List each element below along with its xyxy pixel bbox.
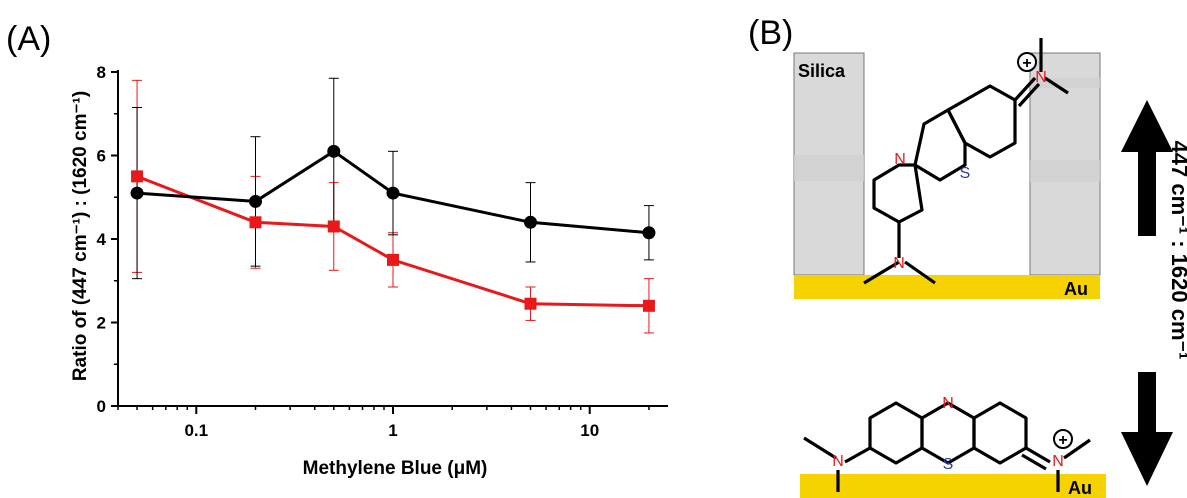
x-axis-title: Methylene Blue (μM) (303, 458, 488, 479)
charge-plus-flat: + (1058, 432, 1067, 449)
flat-bond-iminium-1 (1025, 446, 1051, 464)
flat-bond-methyl-3 (1063, 438, 1091, 460)
flat-bond-amine (844, 446, 871, 464)
data-point (327, 220, 340, 233)
series-lines (136, 149, 650, 308)
data-point (524, 215, 537, 229)
charge-circle-flat (1053, 429, 1073, 449)
data-point (327, 144, 341, 158)
x-tick-label: 1 (388, 421, 397, 440)
ring-middle (913, 108, 967, 182)
data-point (249, 216, 262, 229)
ring-left (872, 163, 924, 224)
ratio-arrow: 447 cm⁻¹ : 1620 cm⁻¹ (1121, 100, 1187, 486)
atom-n-flat-1: N (942, 395, 954, 412)
gold-substrate-top (794, 275, 1100, 299)
atom-s-flat: S (943, 456, 954, 473)
bond-iminium-1 (1013, 76, 1037, 102)
panel-a-label: (A) (6, 20, 51, 58)
silica-wall-left-band (794, 155, 864, 181)
x-tick-label: 0.1 (184, 421, 208, 440)
data-point (130, 186, 144, 200)
molecule-upright (863, 38, 1069, 285)
flat-ring-right (972, 401, 1028, 465)
data-point (386, 186, 400, 200)
flat-bond-iminium-2 (1021, 453, 1047, 471)
bond-methyl-2 (904, 260, 936, 285)
bond-methyl-4 (1044, 76, 1069, 95)
atom-n-upright-1: N (894, 151, 906, 168)
charge-circle-upright (1017, 52, 1037, 72)
data-point (642, 226, 656, 240)
y-tick-label: 8 (97, 63, 106, 82)
atom-n-upright-3: N (1035, 69, 1047, 86)
arrow-down (1121, 372, 1173, 486)
flat-ring-middle (920, 401, 976, 465)
silica-wall-right-band-1 (1030, 78, 1100, 88)
upper-pore-scheme: Silica Au N S N N + (793, 38, 1101, 299)
arrow-up (1121, 100, 1173, 236)
data-point (387, 253, 399, 266)
silica-wall-right-band-2 (1030, 160, 1100, 182)
flat-bond-methyl-1 (803, 436, 837, 460)
flat-ring-left (868, 401, 924, 465)
arrow-label: 447 cm⁻¹ : 1620 cm⁻¹ (1167, 141, 1187, 360)
atom-n-flat-2: N (832, 453, 844, 470)
y-tick-label: 2 (97, 314, 106, 333)
gold-substrate-bottom (800, 474, 1106, 498)
silica-label: Silica (798, 61, 846, 81)
x-tick-label: 10 (580, 421, 599, 440)
data-point (131, 170, 144, 183)
atom-n-upright-2: N (893, 255, 905, 272)
atom-n-flat-3: N (1052, 453, 1064, 470)
y-tick-label: 4 (97, 230, 107, 249)
data-point (249, 194, 262, 208)
series-markers (130, 144, 656, 312)
data-point (642, 299, 655, 312)
chart-ticks: 0 2 4 6 8 0.1 1 10 (97, 63, 650, 440)
au-label-top: Au (1064, 279, 1088, 299)
lower-flat-scheme: Au N S N N + (800, 395, 1106, 498)
panel-b-label: (B) (748, 14, 793, 52)
ring-right (946, 84, 1017, 159)
bond-methyl-1 (863, 260, 900, 285)
bond-iminium-2 (1017, 82, 1041, 108)
data-point (524, 297, 537, 310)
au-label-bottom: Au (1068, 478, 1092, 498)
y-tick-label: 6 (97, 147, 106, 166)
charge-plus-upright: + (1022, 55, 1031, 72)
y-axis-title: Ratio of (447 cm⁻¹) : (1620 cm⁻¹) (70, 91, 91, 381)
atom-s-upright: S (960, 165, 971, 182)
series-line (136, 149, 650, 235)
y-tick-label: 0 (97, 397, 106, 416)
series-line (136, 174, 649, 308)
molecule-flat (803, 401, 1091, 492)
